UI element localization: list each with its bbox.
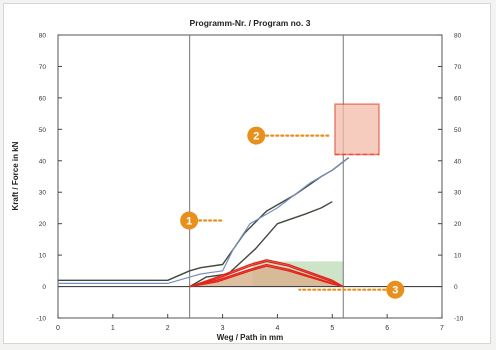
y-tick-label: 60 [39, 95, 47, 102]
x-axis-label: Weg / Path in mm [217, 333, 284, 342]
x-tick-label: 6 [385, 325, 389, 332]
callout-number-2: 2 [253, 131, 259, 143]
callout-marker-3 [386, 280, 405, 299]
x-tick-label: 3 [221, 325, 225, 332]
chart-frame: Programm-Nr. / Program no. 3 0 1 2 3 4 5 6 7 -10… [3, 3, 491, 344]
y-axis-label: Kraft / Force in kN [11, 141, 20, 210]
y-tick-label: 70 [39, 64, 47, 71]
y-tick-label: 0 [42, 284, 46, 291]
series-measured-curve [58, 157, 350, 284]
y-tick-label: 40 [39, 158, 47, 165]
x-tick-label: 1 [111, 325, 115, 332]
y2-tick-label: 50 [454, 127, 462, 134]
y-tick-label: 50 [39, 127, 47, 134]
y2-tick-label: 70 [454, 64, 462, 71]
y2-tick-label: 20 [454, 221, 462, 228]
y2-tick-label: 60 [454, 95, 462, 102]
x-tick-label: 0 [56, 325, 60, 332]
y2-tick-label: 10 [454, 253, 462, 260]
y-tick-label: 30 [39, 190, 47, 197]
callout-number-3: 3 [392, 285, 398, 297]
series-lower-envelope [189, 201, 333, 288]
chart-title: Programm-Nr. / Program no. 3 [190, 18, 311, 28]
integral-area [189, 266, 344, 287]
y-tick-label: 80 [39, 33, 47, 40]
callout-number-1: 1 [186, 216, 192, 228]
callout-marker-1 [180, 211, 199, 230]
x-tick-label: 2 [166, 325, 170, 332]
series-red-curve-2 [189, 260, 344, 288]
series-red-curve-4 [189, 265, 344, 288]
callout-marker-2 [247, 126, 266, 145]
y2-tick-label: -10 [454, 316, 464, 323]
y2-tick-label: 40 [454, 158, 462, 165]
series-red-curve-1 [189, 259, 344, 288]
x-tick-label: 7 [440, 325, 444, 332]
y-tick-label: 20 [39, 221, 47, 228]
y2-tick-label: 0 [454, 284, 458, 291]
y2-tick-label: 30 [454, 190, 462, 197]
force-path-chart: Programm-Nr. / Program no. 3 0 1 2 3 4 5 6 7 -10… [11, 18, 464, 342]
x-tick-label: 4 [275, 325, 279, 332]
y2-tick-label: 80 [454, 33, 462, 40]
y-tick-label: 10 [39, 253, 47, 260]
x-tick-label: 5 [330, 325, 334, 332]
y-tick-label: -10 [37, 316, 47, 323]
evaluation-window [334, 103, 380, 156]
